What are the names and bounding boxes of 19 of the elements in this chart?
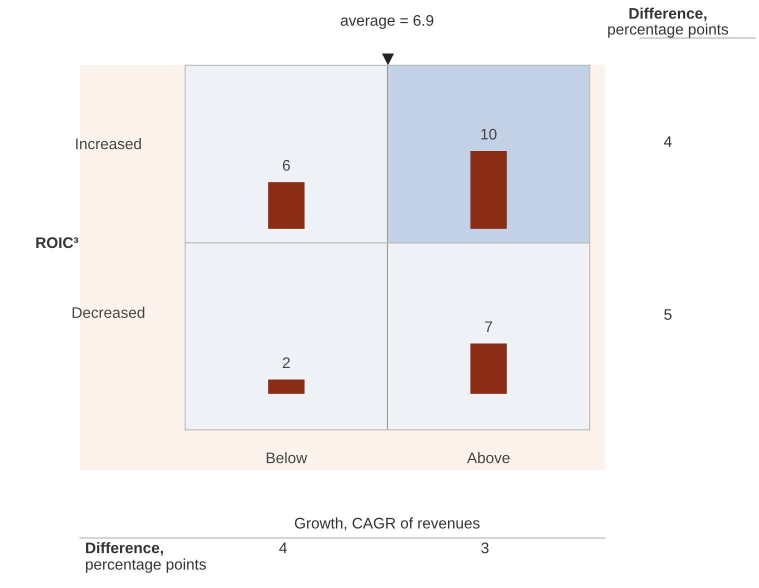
text: Difference,	[629, 8, 706, 22]
y-axis-title: Increased	[76, 138, 141, 150]
text: percentage points	[86, 558, 206, 573]
text: average = 6.9	[340, 15, 434, 29]
x-tick-label: Below	[266, 452, 308, 464]
text: 3	[481, 542, 489, 554]
text: Difference,	[86, 542, 163, 556]
text: 4	[664, 136, 672, 147]
data-label: 7	[485, 322, 492, 332]
x-axis-title: Growth, CAGR of revenues	[294, 517, 480, 530]
y-axis-title: Decreased	[72, 306, 144, 318]
data-label: 10	[481, 128, 497, 140]
text: percentage points	[608, 23, 728, 38]
text: 4	[279, 542, 287, 554]
data-label: 6	[282, 160, 290, 171]
text: ROIC³	[36, 237, 78, 248]
data-label: 2	[282, 357, 290, 368]
x-tick-label: Above	[466, 452, 510, 464]
text: 5	[664, 309, 672, 320]
